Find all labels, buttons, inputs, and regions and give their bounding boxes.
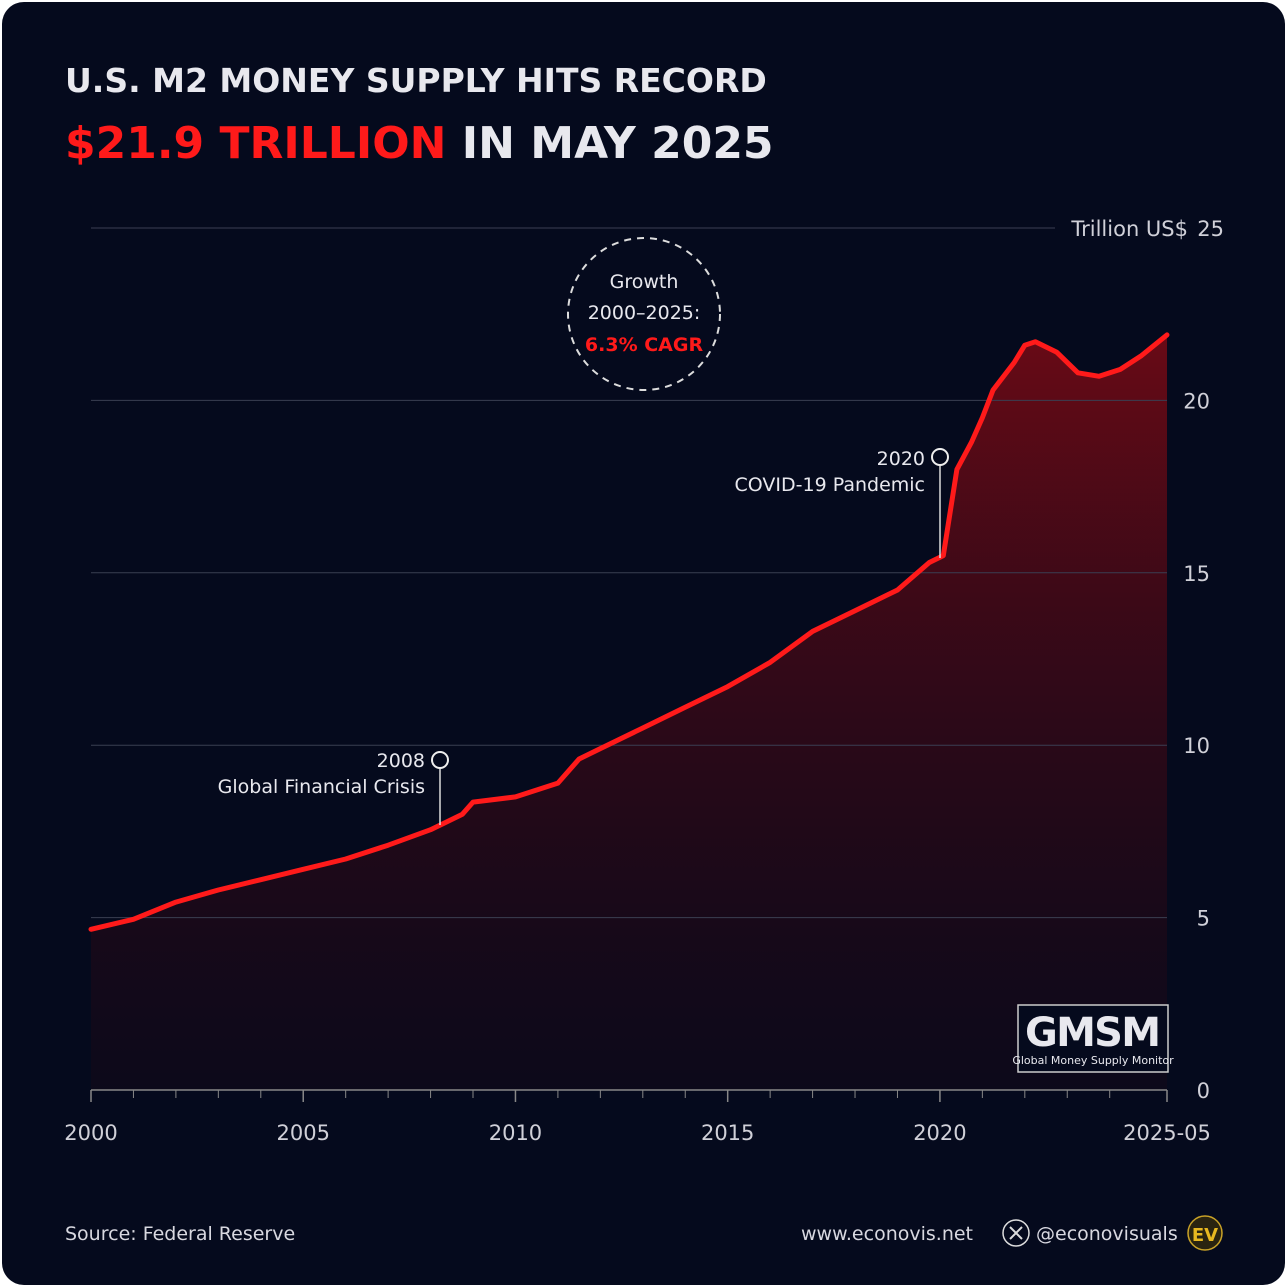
annotation-text: COVID-19 Pandemic <box>735 474 925 496</box>
annotation-year: 2020 <box>877 448 925 470</box>
source: Source: Federal Reserve <box>65 1223 295 1245</box>
line <box>88 332 1170 932</box>
x-icon <box>1002 1219 1030 1247</box>
x-tick-label: 2020 <box>913 1121 966 1145</box>
subtitle-rest: IN MAY 2025 <box>462 118 774 169</box>
subtitle: $21.9 TRILLION IN MAY 2025 <box>65 118 774 169</box>
website: www.econovis.net <box>801 1223 973 1245</box>
growth-circle <box>567 237 721 391</box>
annotation-marker <box>931 448 949 466</box>
x-tick-label: 2025-05 <box>1123 1121 1211 1145</box>
brand: EV <box>1192 1225 1218 1246</box>
logo-name: GMSM <box>1025 1010 1161 1056</box>
logo: GMSM Global Money Supply Monitor <box>1012 1004 1174 1073</box>
y-tick-label: 0 <box>1197 1079 1210 1103</box>
growth-badge: Growth 2000–2025: 6.3% CAGR <box>567 237 721 391</box>
y-tick-label: 25 <box>1197 217 1224 241</box>
growth-period: 2000–2025: <box>588 302 701 324</box>
subtitle-highlight: $21.9 TRILLION <box>65 118 446 169</box>
growth-value: 6.3% CAGR <box>585 334 704 356</box>
x-tick-label: 2015 <box>701 1121 754 1145</box>
chart-title: U.S. M2 MONEY SUPPLY HITS RECORD <box>65 61 767 100</box>
y-tick-label: 10 <box>1183 734 1210 758</box>
x-tick-label: 2005 <box>277 1121 330 1145</box>
y-tick-label: 15 <box>1183 562 1210 586</box>
annotation-year: 2008 <box>377 750 425 772</box>
y-tick-label: 20 <box>1183 389 1210 413</box>
brand-badge <box>1187 1215 1223 1251</box>
annotation-text: Global Financial Crisis <box>218 776 425 798</box>
annotation-marker <box>431 751 449 769</box>
logo-full: Global Money Supply Monitor <box>1012 1054 1174 1067</box>
x-tick-label: 2010 <box>489 1121 542 1145</box>
logo-box <box>1017 1004 1169 1073</box>
y-axis-label: Trillion US$ <box>1070 217 1188 241</box>
x-icon-glyph <box>1009 1226 1023 1240</box>
handle: @econovisuals <box>1036 1223 1178 1245</box>
x-tick-label: 2000 <box>64 1121 117 1145</box>
y-tick-label: 5 <box>1197 907 1210 931</box>
growth-title: Growth <box>610 271 679 293</box>
area <box>91 334 1167 1090</box>
